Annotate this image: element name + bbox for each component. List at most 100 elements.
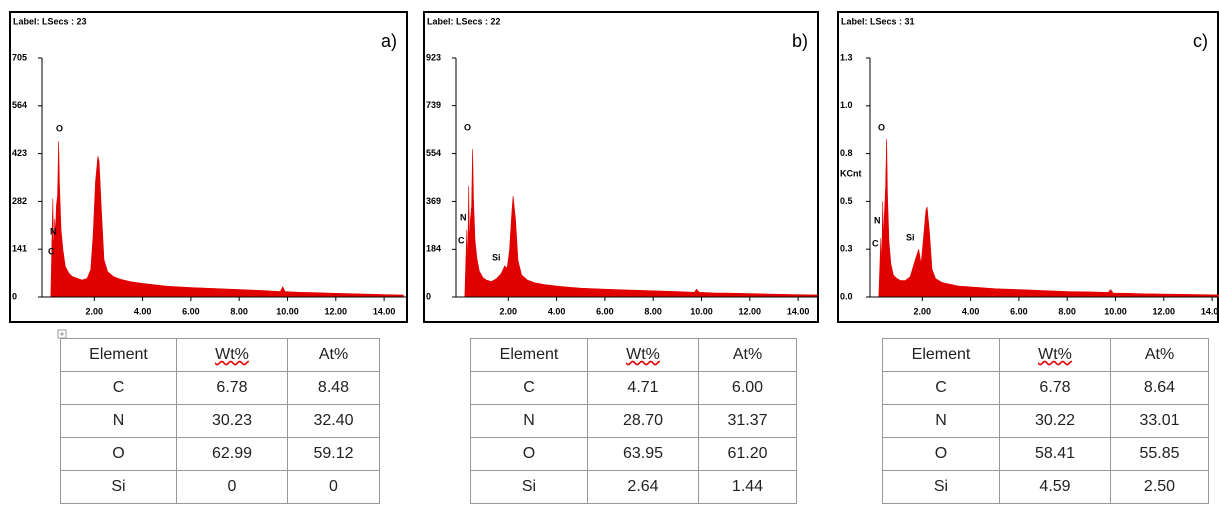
- cell-text: N: [935, 412, 947, 429]
- x-tick-label: 4.00: [548, 306, 566, 316]
- panel-frame: [837, 11, 1219, 323]
- cell-text: Element: [499, 346, 559, 363]
- y-tick-label: 369: [426, 196, 441, 206]
- table-cell: C: [60, 371, 177, 405]
- header-row: Element Wt% At%: [470, 338, 797, 372]
- peak-label: N: [460, 212, 467, 222]
- cell-text: At%: [732, 346, 763, 363]
- table-cell: N: [882, 404, 1000, 438]
- table-cell: 59.12: [287, 437, 380, 471]
- cell-text: 62.99: [211, 445, 253, 462]
- table-cell: 32.40: [287, 404, 380, 438]
- cell-text: N: [523, 412, 535, 429]
- table-cell: Element: [470, 338, 588, 372]
- table-cell: Element: [60, 338, 177, 372]
- table-cell: Element: [882, 338, 1000, 372]
- table-cell: 8.48: [287, 371, 380, 405]
- cell-text: 2.50: [1143, 478, 1176, 495]
- peak-label: N: [874, 215, 881, 225]
- cell-text: 0: [329, 478, 338, 495]
- table-cell: O: [60, 437, 177, 471]
- x-tick-label: 8.00: [644, 306, 662, 316]
- table-cell: At%: [287, 338, 380, 372]
- cell-text: 6.78: [1039, 379, 1071, 396]
- y-tick-label: 705: [12, 52, 27, 62]
- x-tick-label: 12.00: [325, 306, 348, 316]
- header-row: Element Wt% At%: [60, 338, 380, 372]
- table-cell: 2.50: [1110, 470, 1209, 504]
- cell-text: C: [112, 379, 125, 396]
- cell-text: 58.41: [1034, 445, 1076, 462]
- x-tick-label: 2.00: [500, 306, 518, 316]
- spectrum-area: [878, 138, 1219, 298]
- x-tick-label: 14.00: [787, 306, 810, 316]
- cell-text: 2.64: [627, 478, 659, 495]
- y-tick-label: 1.0: [840, 100, 853, 110]
- cell-text: Element: [911, 346, 971, 363]
- cell-text: 31.37: [727, 412, 768, 429]
- x-tick-label: 10.00: [1104, 306, 1127, 316]
- table-row: C 4.71 6.00: [470, 371, 797, 405]
- y-tick-label: 141: [12, 244, 27, 254]
- x-tick-label: 12.00: [739, 306, 762, 316]
- table-row: O 63.95 61.20: [470, 437, 797, 471]
- cell-text: O: [934, 445, 948, 462]
- table-cell: 62.99: [176, 437, 288, 471]
- cell-text: 59.12: [313, 445, 354, 462]
- y-tick-label: 739: [426, 100, 441, 110]
- y-tick-label: 0.8: [840, 148, 853, 158]
- table-cell: 55.85: [1110, 437, 1209, 471]
- table-cell: 2.64: [587, 470, 699, 504]
- cell-text: C: [523, 379, 535, 396]
- cell-text: 32.40: [313, 412, 354, 429]
- table-cell: O: [470, 437, 588, 471]
- table-cell: 0: [287, 470, 380, 504]
- table-cell: O: [882, 437, 1000, 471]
- panel-frame: [423, 11, 819, 323]
- cell-text: 33.01: [1139, 412, 1180, 429]
- y-tick-label: 0.3: [840, 244, 853, 254]
- cell-text: 1.44: [731, 478, 764, 495]
- x-tick-label: 4.00: [962, 306, 980, 316]
- table-cell: 61.20: [698, 437, 797, 471]
- cell-text: Wt%: [1038, 346, 1072, 363]
- peak-label: O: [464, 122, 471, 132]
- peak-label: C: [872, 238, 879, 248]
- peak-label: Si: [492, 252, 501, 262]
- cell-text: Element: [89, 346, 148, 363]
- table-cell: 4.71: [587, 371, 699, 405]
- cell-text: 55.85: [1139, 445, 1180, 462]
- x-tick-label: 10.00: [276, 306, 299, 316]
- y-tick-label: 564: [12, 100, 27, 110]
- y-tick-label: 0: [426, 291, 431, 301]
- x-tick-label: 4.00: [134, 306, 152, 316]
- cell-text: 8.48: [317, 379, 350, 396]
- cell-text: Wt%: [626, 346, 660, 363]
- y-tick-label: 0.0: [840, 291, 853, 301]
- table-cell: 1.44: [698, 470, 797, 504]
- cell-text: N: [112, 412, 125, 429]
- cell-text: O: [112, 445, 125, 462]
- peak-label: O: [56, 123, 63, 133]
- cell-text: 0: [227, 478, 237, 495]
- peak-label: N: [50, 226, 57, 236]
- table-row: Si 2.64 1.44: [470, 470, 797, 504]
- chart-title: Label: LSecs : 31: [841, 16, 915, 26]
- table-cell: 33.01: [1110, 404, 1209, 438]
- table-cell: C: [882, 371, 1000, 405]
- cell-text: Si: [933, 478, 949, 495]
- cell-text: At%: [1144, 346, 1175, 363]
- table-cell: 30.22: [999, 404, 1111, 438]
- cell-text: Wt%: [215, 346, 249, 363]
- table-row: C 6.78 8.64: [882, 371, 1209, 405]
- table-row: C 6.78 8.48: [60, 371, 380, 405]
- peak-label: C: [48, 246, 55, 256]
- x-tick-label: 8.00: [230, 306, 248, 316]
- table-cell: 6.00: [698, 371, 797, 405]
- peak-label: O: [878, 122, 885, 132]
- element-table: Element Wt% At% C 4.71 6.00 N 28.70 31.37 O 63.95 6…: [470, 338, 797, 504]
- cell-text: Si: [521, 478, 537, 495]
- table-cell: Wt%: [176, 338, 288, 372]
- table-cell: 8.64: [1110, 371, 1209, 405]
- table-cell: C: [470, 371, 588, 405]
